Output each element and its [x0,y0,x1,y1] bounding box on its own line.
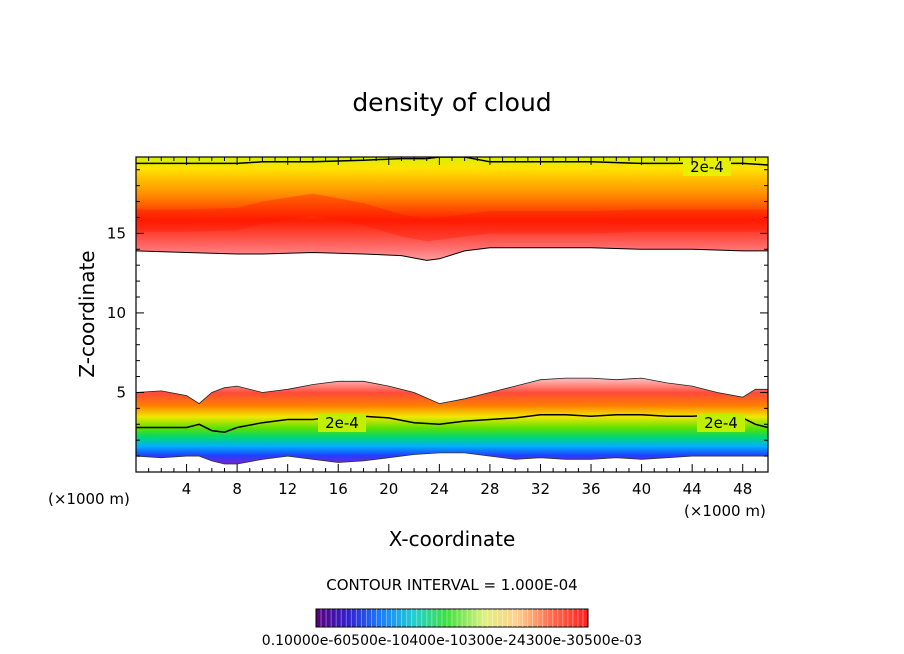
lower-contour-2e-4 [136,413,768,433]
x-axis-label: X-coordinate [389,527,516,551]
axis-ticks [136,157,768,472]
y-tick-label: 10 [107,304,126,322]
x-tick-label: 4 [182,480,192,498]
x-tick-label: 40 [632,480,651,498]
x-tick-label: 48 [733,480,752,498]
x-tick-label: 12 [278,480,297,498]
colorbar [315,608,589,628]
colorbar-labels: 0.10000e-60500e-10400e-10300e-24300e-305… [262,633,642,649]
lower-layer-base-contour [136,452,768,465]
x-tick-label: 24 [430,480,449,498]
x-axis-unit: (×1000 m) [684,502,766,520]
plot-area [136,157,768,472]
chart-title: density of cloud [352,88,551,117]
upper-layer-base-contour [136,247,768,261]
y-axis-label: Z-coordinate [75,250,99,377]
x-tick-label: 28 [480,480,499,498]
contour-labels: 2e-4 2e-4 2e-4 [318,158,745,432]
x-tick-label: 32 [531,480,550,498]
upper-cloud-layer [136,157,768,261]
lower-contour-label-right: 2e-4 [704,414,738,432]
colorbar-bands [320,609,584,627]
x-tick-label: 36 [581,480,600,498]
y-tick-labels: 5 10 15 [107,224,126,401]
y-axis-unit: (×1000 m) [48,490,130,508]
lower-layer-top-contour [136,377,768,405]
x-tick-label: 16 [329,480,348,498]
lower-contour-label-left: 2e-4 [325,414,359,432]
y-tick-label: 15 [107,224,126,242]
y-tick-label: 5 [116,383,126,401]
contour-interval-text: CONTOUR INTERVAL = 1.000E-04 [326,576,577,594]
x-tick-label: 44 [683,480,702,498]
upper-contour-2e-4 [136,157,768,166]
lower-cloud-layer [136,378,768,464]
upper-contour-label: 2e-4 [690,158,724,176]
x-tick-labels: 4 8 12 16 20 24 28 32 36 40 44 48 [182,480,752,498]
x-tick-label: 20 [379,480,398,498]
x-tick-label: 8 [232,480,242,498]
upper-cloud-core [136,193,768,242]
